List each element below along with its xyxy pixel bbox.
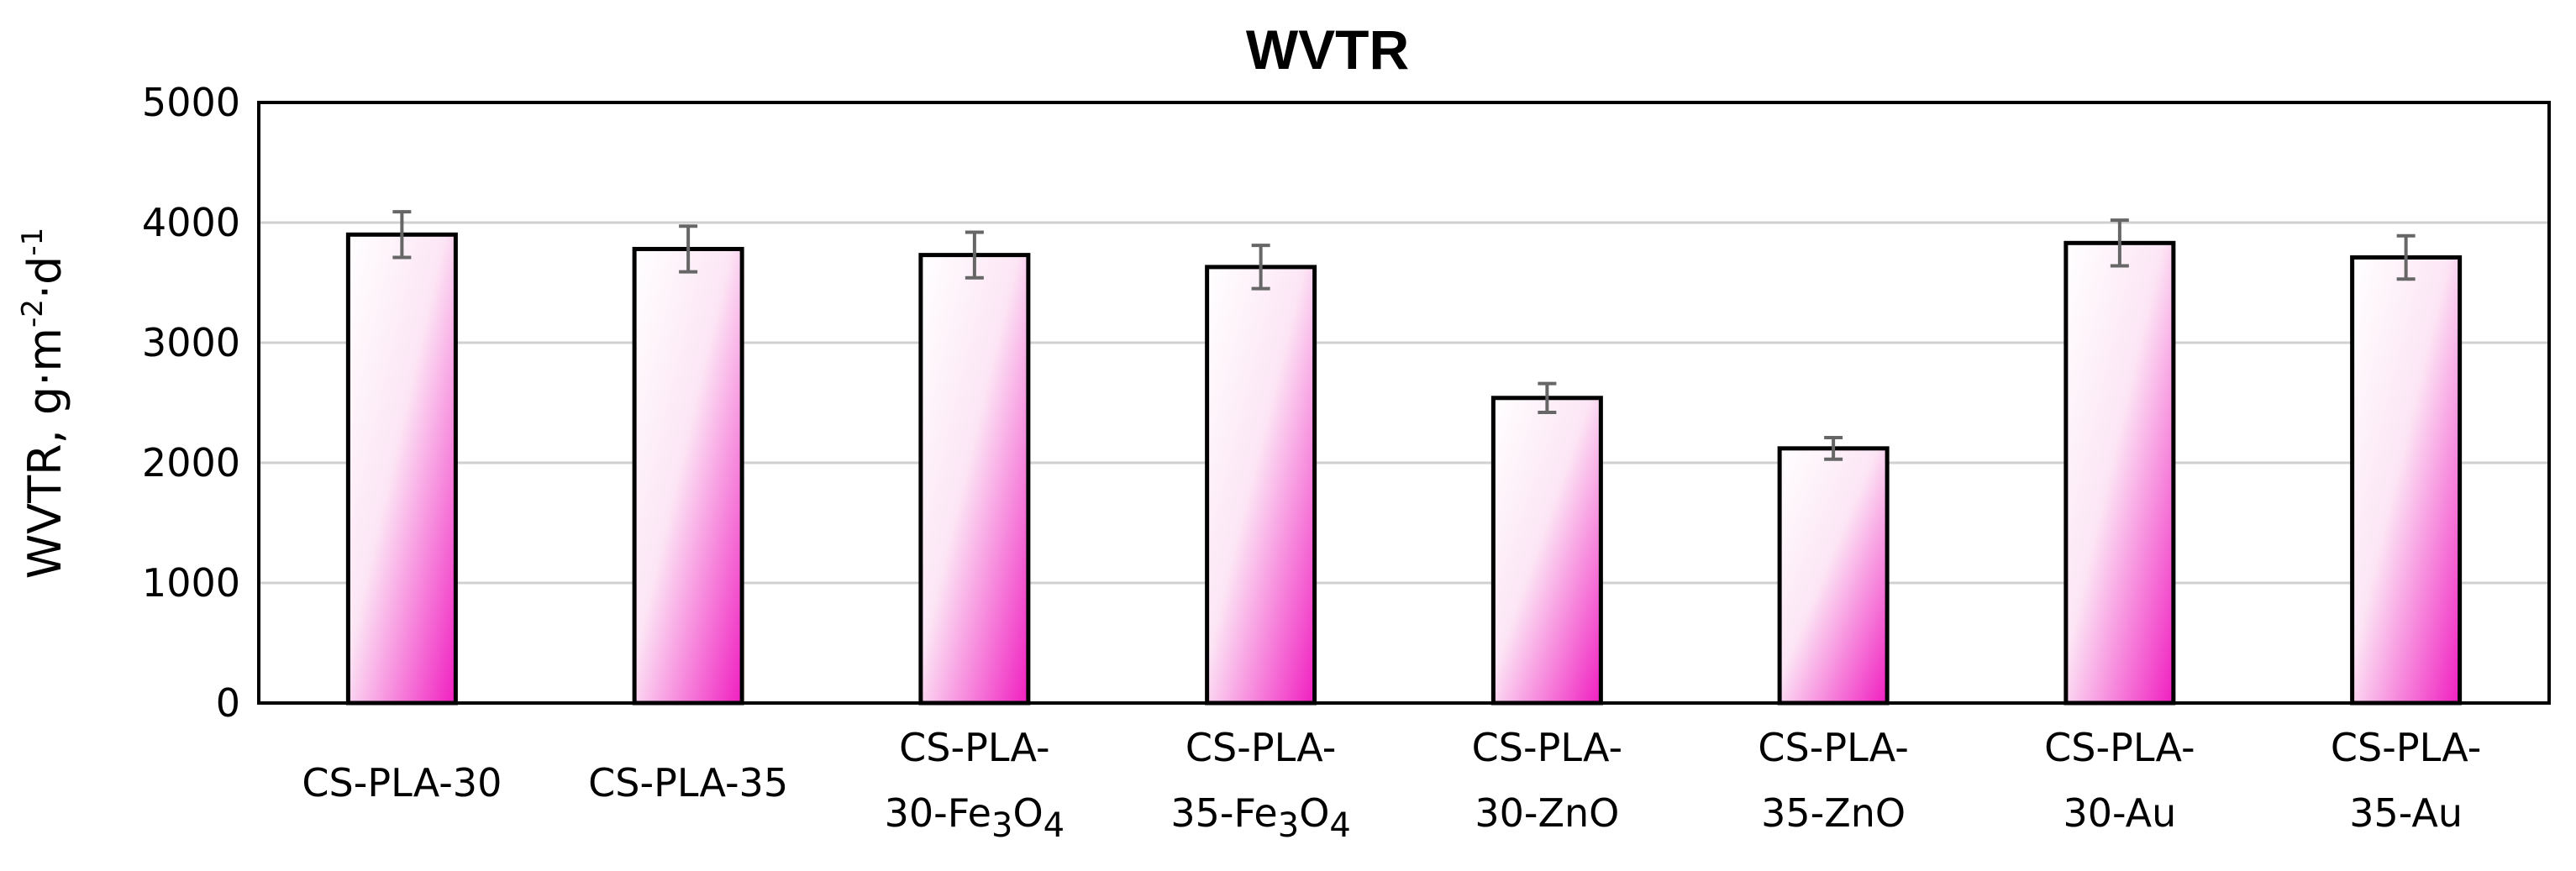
x-tick-label-text: CS-PLA-35 xyxy=(588,760,788,805)
bar xyxy=(345,232,458,706)
x-tick-label: CS-PLA- xyxy=(1472,725,1622,770)
y-axis-label: WVTR, g·m-2·d-1 xyxy=(16,228,71,579)
x-tick-label: 35-Au xyxy=(2349,790,2463,836)
plot-frame xyxy=(257,101,2551,705)
x-tick-label: CS-PLA- xyxy=(1185,725,1336,770)
x-tick-label-text: 35-Au xyxy=(2349,790,2463,836)
y-tick-label: 1000 xyxy=(142,560,240,606)
x-tick-label: CS-PLA- xyxy=(1758,725,1908,770)
x-tick-label-text: O xyxy=(1012,790,1043,836)
y-axis-label-mid: ·d xyxy=(18,256,71,299)
bar xyxy=(1490,396,1603,706)
error-bar xyxy=(1251,244,1270,291)
x-tick-label-text: 30-Fe xyxy=(885,790,991,836)
y-tick-label: 2000 xyxy=(142,440,240,485)
bar xyxy=(1777,446,1890,706)
x-tick-label-text: 35-Fe xyxy=(1170,790,1277,836)
bar xyxy=(2350,254,2463,706)
bar xyxy=(918,253,1031,706)
x-tick-label: 35-Fe3O4 xyxy=(1170,790,1351,845)
x-tick-label: 35-ZnO xyxy=(1761,790,1906,836)
x-tick-label-text: 30-Au xyxy=(2063,790,2177,836)
x-tick-label: CS-PLA-35 xyxy=(588,760,788,805)
error-bars xyxy=(392,210,2416,461)
x-tick-label: CS-PLA-30 xyxy=(302,760,502,805)
error-bar xyxy=(1824,435,1843,461)
y-tick-label: 0 xyxy=(216,680,240,726)
x-tick-label: 30-ZnO xyxy=(1475,790,1619,836)
x-tick-label: CS-PLA- xyxy=(2331,725,2481,770)
y-tick-label: 4000 xyxy=(142,200,240,245)
gridlines xyxy=(259,221,2549,585)
error-bar xyxy=(392,210,412,260)
bar xyxy=(2063,240,2176,706)
error-bar xyxy=(965,230,984,280)
chart-title: WVTR xyxy=(1246,18,1409,81)
x-tick-label-text: 30-ZnO xyxy=(1475,790,1619,836)
x-tick-label: CS-PLA- xyxy=(2044,725,2195,770)
x-tick-label-text: CS-PLA- xyxy=(2331,725,2481,770)
bars xyxy=(345,232,2463,706)
x-tick-label-text: CS-PLA- xyxy=(1472,725,1622,770)
y-axis-label-exp2: -1 xyxy=(16,228,50,256)
bar xyxy=(632,246,744,706)
error-bar xyxy=(2110,218,2129,268)
x-tick-label-text: 35-ZnO xyxy=(1761,790,1906,836)
x-tick-label-text: O xyxy=(1299,790,1329,836)
y-tick-labels: 0 1000 2000 3000 4000 5000 xyxy=(142,80,240,726)
error-bar xyxy=(2396,233,2416,281)
x-tick-label-text: CS-PLA- xyxy=(1185,725,1336,770)
error-bar xyxy=(1538,381,1557,414)
x-tick-label: CS-PLA- xyxy=(899,725,1049,770)
x-tick-label-text: CS-PLA- xyxy=(899,725,1049,770)
bar xyxy=(1205,265,1317,706)
x-tick-label-sub: 3 xyxy=(991,806,1012,845)
x-tick-label: 30-Fe3O4 xyxy=(885,790,1065,845)
error-bar xyxy=(679,224,698,274)
y-tick-label: 5000 xyxy=(142,80,240,125)
x-category-labels: CS-PLA-30 CS-PLA-35CS-PLA-30-Fe3O4CS-PLA-… xyxy=(302,725,2481,845)
x-tick-label-sub: 3 xyxy=(1278,806,1299,845)
y-axis-label-base: WVTR, g·m xyxy=(18,328,71,579)
y-tick-label: 3000 xyxy=(142,320,240,365)
x-tick-label-sub: 4 xyxy=(1044,806,1065,845)
x-tick-label-text: CS-PLA- xyxy=(1758,725,1908,770)
x-tick-label: 30-Au xyxy=(2063,790,2177,836)
y-axis-label-exp1: -2 xyxy=(16,299,50,328)
x-tick-label-sub: 4 xyxy=(1329,806,1350,845)
x-tick-label-text: CS-PLA-30 xyxy=(302,760,502,805)
x-tick-label-text: CS-PLA- xyxy=(2044,725,2195,770)
